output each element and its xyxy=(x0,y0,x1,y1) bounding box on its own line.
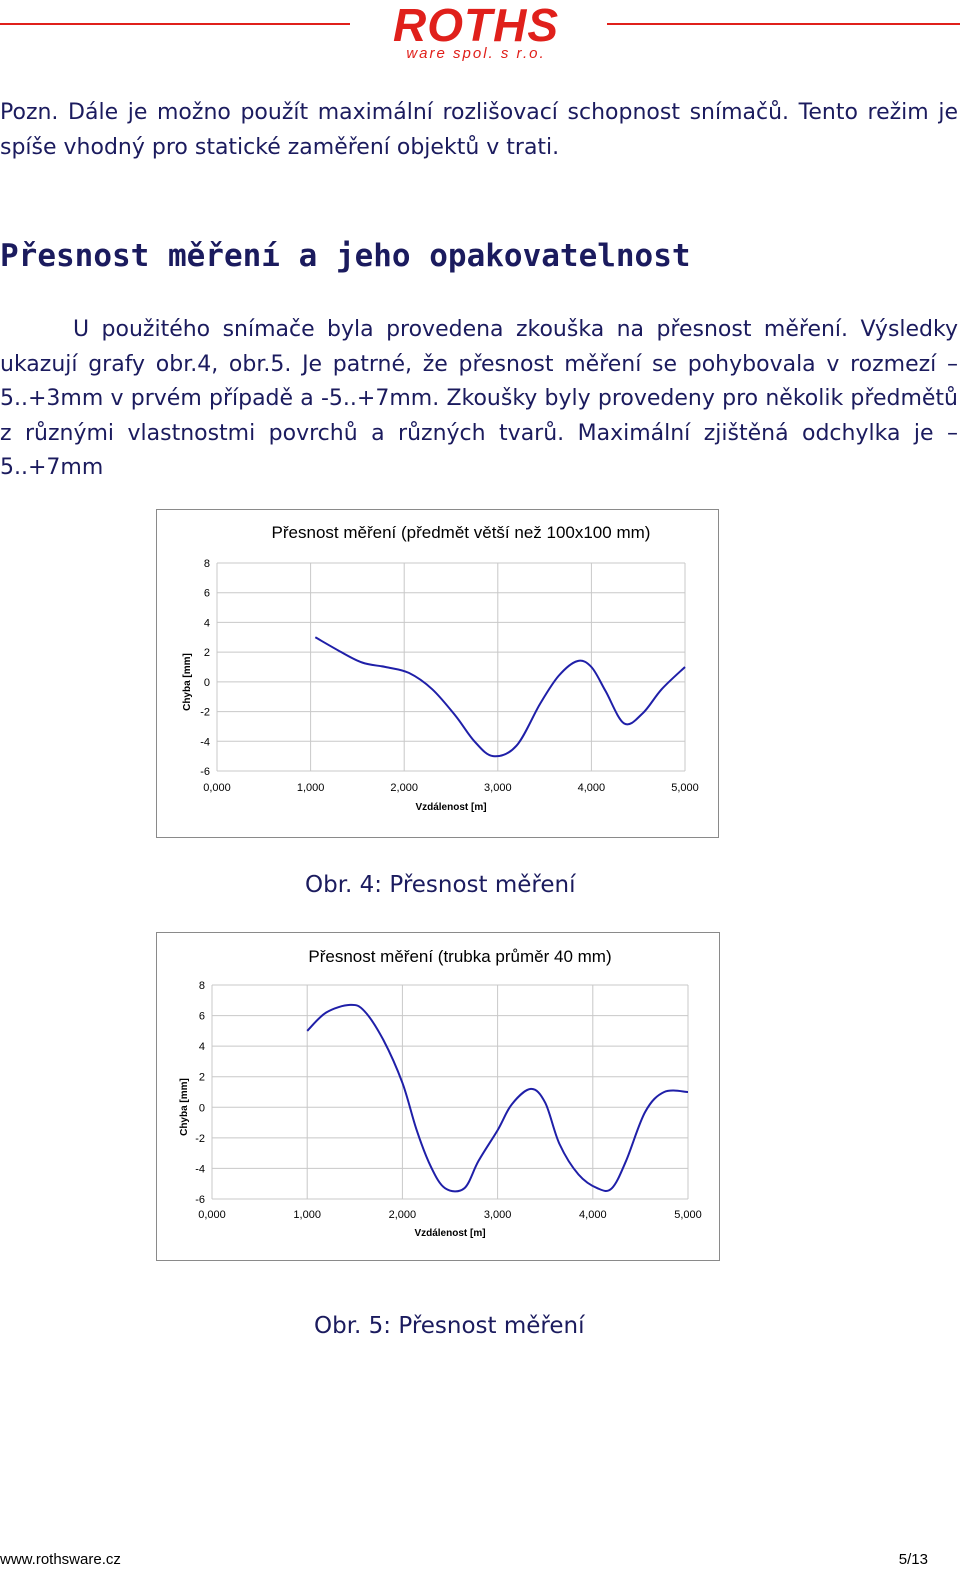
header-line-left xyxy=(0,23,350,25)
y-tick-label: 2 xyxy=(204,647,210,659)
x-tick-label: 5,000 xyxy=(671,782,699,794)
chart-title: Přesnost měření (trubka průměr 40 mm) xyxy=(308,947,611,966)
y-axis-label: Chyba [mm] xyxy=(179,1078,190,1136)
logo-wordmark: ROTHS xyxy=(393,0,559,51)
figure-caption-4: Obr. 4: Přesnost měření xyxy=(305,872,576,898)
chart-accuracy-tube: Přesnost měření (trubka průměr 40 mm) 8 6 4… xyxy=(179,947,702,1239)
note-paragraph: Pozn. Dále je možno použít maximální roz… xyxy=(0,100,958,160)
x-tick-label: 0,000 xyxy=(203,782,231,794)
company-logo: ROTHS ware spol. s r.o. xyxy=(386,2,566,62)
series-line xyxy=(306,1003,689,1193)
chart-frame-1: Přesnost měření (předmět větší než 100x1… xyxy=(156,509,719,838)
section-title: Přesnost měření a jeho opakovatelnost xyxy=(0,238,691,274)
x-tick-label: 5,000 xyxy=(674,1209,702,1221)
x-tick-label: 0,000 xyxy=(198,1209,226,1221)
x-tick-label: 2,000 xyxy=(390,782,418,794)
x-axis-label: Vzdálenost [m] xyxy=(415,802,486,813)
y-tick-label: -2 xyxy=(195,1133,205,1145)
footer-url: www.rothsware.cz xyxy=(0,1551,121,1568)
y-tick-label: -4 xyxy=(195,1163,205,1175)
series-line xyxy=(314,636,686,758)
y-tick-label: -2 xyxy=(200,707,210,719)
y-tick-label: 6 xyxy=(199,1011,205,1023)
chart-accuracy-object: Přesnost měření (předmět větší než 100x1… xyxy=(182,523,699,813)
y-tick-label: 6 xyxy=(204,588,210,600)
x-axis-label: Vzdálenost [m] xyxy=(414,1228,485,1239)
y-tick-label: 0 xyxy=(204,677,210,689)
y-tick-label: 2 xyxy=(199,1072,205,1084)
footer-page-number: 5/13 xyxy=(898,1551,928,1568)
header-line-right xyxy=(607,23,960,25)
y-tick-label: 0 xyxy=(199,1102,205,1114)
x-tick-label: 1,000 xyxy=(297,782,325,794)
x-tick-label: 4,000 xyxy=(579,1209,607,1221)
y-tick-label: -6 xyxy=(195,1194,205,1206)
x-tick-label: 4,000 xyxy=(578,782,606,794)
chart-frame-2: Přesnost měření (trubka průměr 40 mm) 8 6 4… xyxy=(156,932,720,1261)
x-tick-label: 2,000 xyxy=(389,1209,417,1221)
y-tick-label: -6 xyxy=(200,766,210,778)
x-tick-label: 3,000 xyxy=(484,782,512,794)
chart-title: Přesnost měření (předmět větší než 100x1… xyxy=(272,523,651,542)
y-tick-label: -4 xyxy=(200,736,210,748)
y-tick-label: 4 xyxy=(199,1041,205,1053)
y-tick-label: 8 xyxy=(199,980,205,992)
y-tick-label: 4 xyxy=(204,617,210,629)
x-tick-label: 1,000 xyxy=(293,1209,321,1221)
y-tick-label: 8 xyxy=(204,558,210,570)
figure-caption-5: Obr. 5: Přesnost měření xyxy=(314,1313,585,1339)
body-paragraph: U použitého snímače byla provedena zkouš… xyxy=(0,317,958,480)
y-axis-label: Chyba [mm] xyxy=(182,653,193,711)
logo-subtitle: ware spol. s r.o. xyxy=(406,45,546,62)
x-tick-label: 3,000 xyxy=(484,1209,512,1221)
